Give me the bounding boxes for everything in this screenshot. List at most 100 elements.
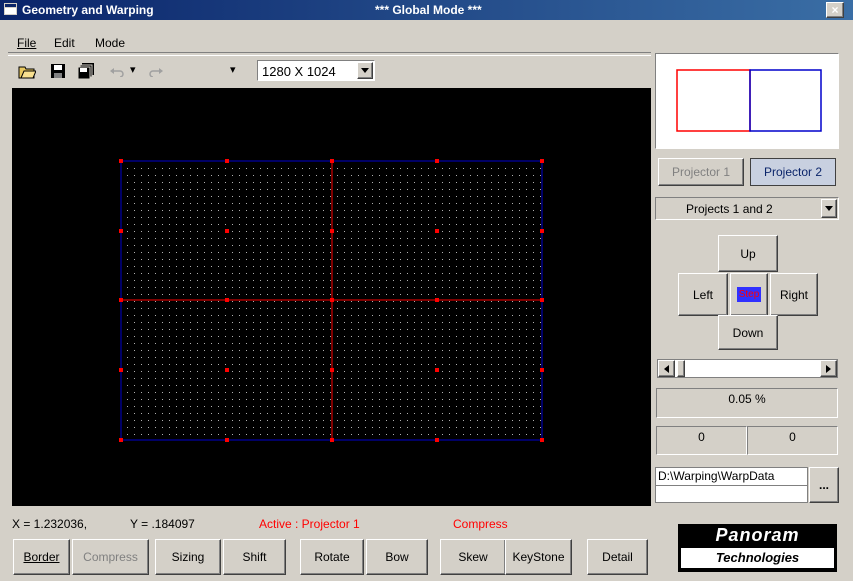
control-point-1-3[interactable]	[435, 229, 439, 233]
data-path-field[interactable]: D:\Warping\WarpData	[655, 467, 808, 503]
redo-dropdown[interactable]: ▾	[230, 64, 236, 76]
control-point-3-4[interactable]	[540, 368, 544, 372]
undo-button[interactable]	[106, 60, 128, 82]
save-all-button[interactable]	[75, 60, 97, 82]
skew-button[interactable]: Skew	[440, 539, 506, 575]
control-point-4-2[interactable]	[330, 438, 334, 442]
warp-grid[interactable]	[12, 88, 651, 506]
scroll-right-button[interactable]	[820, 360, 837, 377]
control-point-2-2[interactable]	[330, 298, 334, 302]
status-operation: Compress	[453, 517, 508, 531]
open-folder-icon	[18, 66, 36, 79]
control-point-3-1[interactable]	[225, 368, 229, 372]
shift-button-label: Shift	[242, 550, 267, 564]
control-point-0-3[interactable]	[435, 159, 439, 163]
redo-button[interactable]	[145, 60, 167, 82]
undo-dropdown[interactable]: ▾	[130, 64, 136, 76]
panoram-logo: Panoram Technologies	[678, 524, 837, 572]
control-point-2-0[interactable]	[119, 298, 123, 302]
menu-mode-label: Mode	[95, 36, 126, 50]
menu-edit[interactable]: Edit	[54, 36, 75, 50]
control-point-4-4[interactable]	[540, 438, 544, 442]
control-point-2-4[interactable]	[540, 298, 544, 302]
control-point-0-4[interactable]	[540, 159, 544, 163]
control-point-0-1[interactable]	[225, 159, 229, 163]
projects-select[interactable]: Projects 1 and 2	[655, 197, 839, 220]
logo-line-2: Technologies	[681, 548, 834, 568]
step-scrollbar[interactable]	[657, 359, 838, 378]
projector-preview	[655, 53, 839, 149]
border-button[interactable]: Border	[13, 539, 70, 575]
sizing-button[interactable]: Sizing	[155, 539, 221, 575]
center-button[interactable]: Step	[730, 273, 768, 316]
menu-edit-label: Edit	[54, 36, 75, 50]
shift-button[interactable]: Shift	[223, 539, 286, 575]
resolution-dropdown-button[interactable]	[357, 62, 373, 79]
down-button-label: Down	[732, 325, 764, 340]
rotate-button-label: Rotate	[314, 550, 350, 564]
keystone-button[interactable]: KeyStone	[505, 539, 572, 575]
left-button-label: Left	[692, 287, 713, 302]
right-button[interactable]: Right	[770, 273, 818, 316]
control-point-1-1[interactable]	[225, 229, 229, 233]
preview-graphic	[676, 69, 822, 132]
projector-1-button[interactable]: Projector 1	[658, 158, 744, 186]
toolbar-divider	[8, 52, 651, 56]
save-all-icon	[77, 63, 94, 80]
logo-line-1: Panoram	[715, 525, 800, 545]
right-button-label: Right	[779, 287, 808, 302]
compress-button[interactable]: Compress	[72, 539, 149, 575]
control-point-3-2[interactable]	[330, 368, 334, 372]
step-percent-value: 0.05 %	[728, 392, 766, 406]
control-point-4-3[interactable]	[435, 438, 439, 442]
control-point-0-0[interactable]	[119, 159, 123, 163]
app-icon	[4, 3, 17, 15]
center-button-label: Step	[736, 287, 762, 302]
grid-dots	[127, 168, 541, 435]
border-button-label: Border	[23, 550, 60, 564]
sizing-button-label: Sizing	[171, 550, 205, 564]
control-point-4-1[interactable]	[225, 438, 229, 442]
browse-button[interactable]: ...	[809, 467, 839, 503]
close-button[interactable]: ×	[826, 2, 844, 18]
close-icon: ×	[831, 3, 839, 17]
browse-button-label: ...	[818, 478, 829, 492]
status-y: Y = .184097	[130, 517, 195, 531]
bow-button[interactable]: Bow	[366, 539, 428, 575]
up-button-label: Up	[740, 246, 756, 261]
resolution-select[interactable]: 1280 X 1024	[257, 60, 375, 81]
scroll-thumb[interactable]	[677, 360, 685, 377]
chevron-down-icon	[361, 68, 369, 73]
rotate-button[interactable]: Rotate	[300, 539, 364, 575]
menu-file[interactable]: File	[17, 36, 36, 50]
control-point-1-0[interactable]	[119, 229, 123, 233]
step-percent-display: 0.05 %	[656, 388, 838, 418]
value-b-field[interactable]: 0	[747, 426, 838, 455]
control-point-3-0[interactable]	[119, 368, 123, 372]
value-a-field[interactable]: 0	[656, 426, 747, 455]
control-point-2-3[interactable]	[435, 298, 439, 302]
projects-dropdown-button[interactable]	[821, 199, 837, 218]
control-point-2-1[interactable]	[225, 298, 229, 302]
control-point-1-2[interactable]	[330, 229, 334, 233]
scroll-left-button[interactable]	[658, 360, 675, 377]
value-a-text: 0	[698, 430, 705, 444]
menu-mode[interactable]: Mode	[95, 36, 125, 50]
up-button[interactable]: Up	[718, 235, 778, 272]
save-button[interactable]	[47, 60, 69, 82]
status-active-projector: Active : Projector 1	[259, 517, 360, 531]
redo-icon	[149, 68, 163, 77]
preview-projector-1	[676, 69, 751, 132]
left-button[interactable]: Left	[678, 273, 728, 316]
open-folder-button[interactable]	[16, 60, 38, 82]
path-divider	[656, 485, 807, 486]
control-point-3-3[interactable]	[435, 368, 439, 372]
control-point-0-2[interactable]	[330, 159, 334, 163]
detail-button[interactable]: Detail	[587, 539, 648, 575]
down-button[interactable]: Down	[718, 315, 778, 350]
arrow-left-icon	[664, 364, 669, 373]
control-point-4-0[interactable]	[119, 438, 123, 442]
projector-2-button[interactable]: Projector 2	[750, 158, 836, 186]
warp-canvas[interactable]	[12, 88, 651, 506]
control-point-1-4[interactable]	[540, 229, 544, 233]
